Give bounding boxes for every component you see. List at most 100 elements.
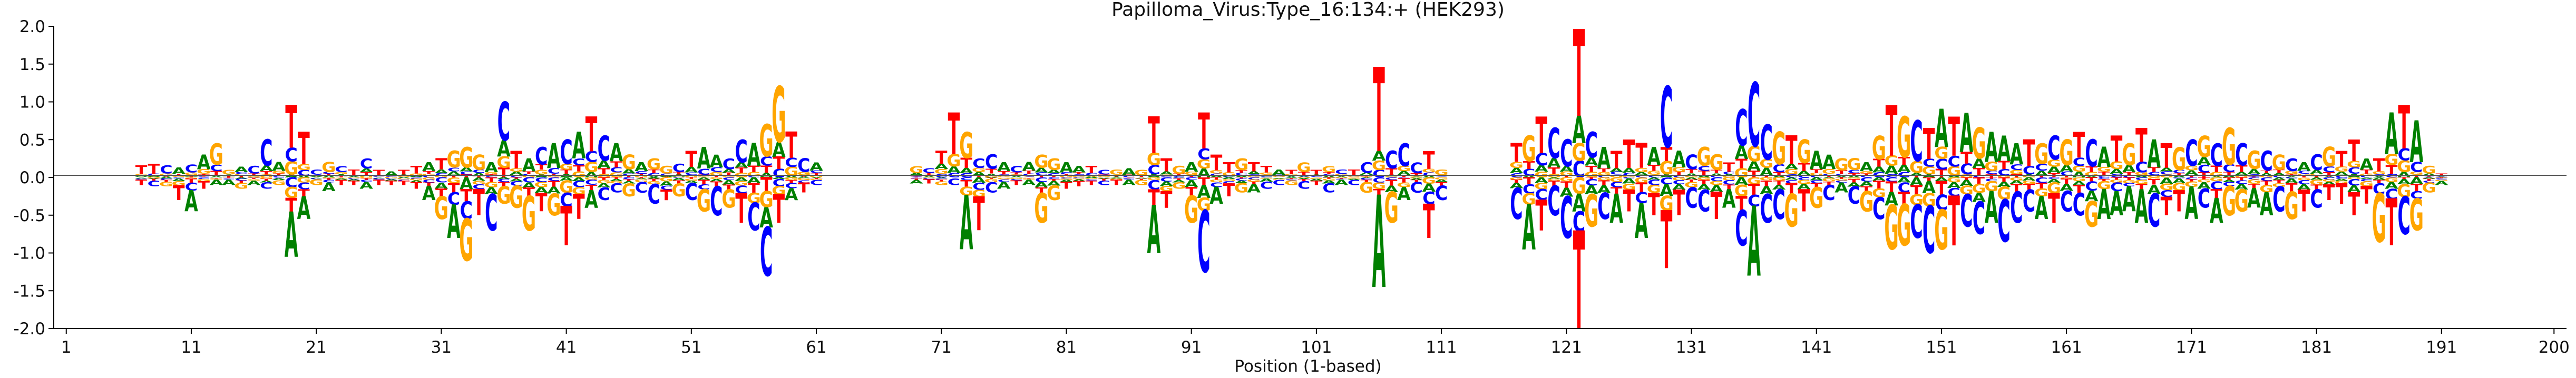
logo-letter-G: G bbox=[234, 181, 248, 191]
logo-letter-G: G bbox=[446, 176, 461, 185]
logo-letter-G: G bbox=[409, 173, 423, 176]
logo-letter-T: T bbox=[160, 175, 172, 177]
logo-letter-T: T bbox=[773, 187, 785, 232]
logo-letter-G: G bbox=[1597, 171, 1611, 177]
logo-letter-T: T bbox=[2411, 174, 2423, 178]
logo-letter-T: T bbox=[2298, 175, 2311, 178]
logo-letter-C: C bbox=[1273, 178, 1285, 186]
logo-letter-C: C bbox=[1060, 177, 1072, 178]
logo-letter-C: C bbox=[1785, 179, 1798, 185]
logo-letter-T: T bbox=[1735, 193, 1748, 215]
logo-letter-A: A bbox=[2072, 180, 2086, 187]
logo-letter-C: C bbox=[1610, 171, 1623, 176]
logo-letter-C: C bbox=[1010, 165, 1022, 175]
logo-letter-G: G bbox=[2109, 179, 2123, 184]
logo-letter-C: C bbox=[323, 179, 335, 183]
logo-letter-C: C bbox=[785, 182, 797, 190]
logo-letter-T: T bbox=[1960, 177, 1973, 181]
logo-letter-G: G bbox=[2272, 182, 2286, 188]
logo-letter-C: C bbox=[1360, 160, 1373, 176]
logo-letter-T: T bbox=[2011, 174, 2023, 178]
logo-letter-A: A bbox=[635, 178, 649, 180]
logo-letter-G: G bbox=[922, 177, 936, 178]
logo-letter-G: G bbox=[1984, 159, 1998, 174]
logo-letter-A: A bbox=[2035, 190, 2048, 226]
chart-title: Papilloma_Virus:Type_16:134:+ (HEK293) bbox=[1111, 0, 1505, 21]
logo-letter-C: C bbox=[2323, 177, 2335, 180]
logo-letter-T: T bbox=[1886, 92, 1898, 173]
logo-letter-T: T bbox=[335, 178, 348, 186]
logo-letter-T: T bbox=[1023, 170, 1035, 175]
logo-letter-A: A bbox=[1810, 146, 1823, 175]
logo-letter-T: T bbox=[1135, 178, 1147, 181]
logo-letter-A: A bbox=[1810, 177, 1823, 182]
logo-letter-G: G bbox=[334, 177, 348, 178]
logo-letter-A: A bbox=[572, 125, 586, 167]
logo-letter-T: T bbox=[1661, 194, 1673, 287]
logo-letter-T: T bbox=[598, 167, 610, 176]
logo-letter-A: A bbox=[2172, 175, 2187, 178]
logo-letter-A: A bbox=[697, 141, 711, 176]
logo-letter-A: A bbox=[1172, 180, 1186, 183]
logo-letter-A: A bbox=[1547, 156, 1561, 171]
logo-letter-G: G bbox=[197, 168, 211, 175]
logo-letter-T: T bbox=[1261, 165, 1273, 175]
logo-letter-G: G bbox=[2184, 180, 2199, 188]
logo-letter-C: C bbox=[347, 178, 360, 180]
logo-letter-T: T bbox=[1611, 146, 1623, 174]
logo-letter-G: G bbox=[2097, 166, 2111, 174]
logo-letter-G: G bbox=[2060, 133, 2074, 174]
logo-letter-G: G bbox=[1772, 176, 1786, 182]
logo-letter-T: T bbox=[2035, 182, 2047, 191]
logo-letter-A: A bbox=[259, 164, 273, 173]
logo-letter-G: G bbox=[934, 167, 949, 175]
logo-letter-T: T bbox=[1860, 185, 1872, 193]
logo-letter-G: G bbox=[2159, 174, 2173, 178]
logo-letter-A: A bbox=[1122, 167, 1136, 177]
logo-letter-C: C bbox=[735, 183, 748, 196]
logo-letter-G: G bbox=[534, 181, 549, 189]
logo-letter-C: C bbox=[2410, 190, 2423, 201]
logo-letter-G: G bbox=[2247, 146, 2261, 175]
logo-letter-G: G bbox=[559, 177, 573, 197]
logo-letter-G: G bbox=[2060, 177, 2074, 179]
logo-letter-C: C bbox=[485, 176, 497, 178]
logo-letter-A: A bbox=[2435, 180, 2448, 186]
logo-letter-T: T bbox=[1173, 178, 1185, 181]
logo-letter-T: T bbox=[735, 166, 748, 174]
logo-letter-C: C bbox=[185, 163, 198, 175]
logo-letter-C: C bbox=[135, 178, 148, 180]
logo-letter-G: G bbox=[559, 163, 573, 172]
logo-letter-G: G bbox=[647, 181, 661, 185]
logo-letter-T: T bbox=[1810, 168, 1822, 174]
logo-letter-G: G bbox=[1709, 151, 1723, 175]
logo-letter-G: G bbox=[1022, 176, 1036, 177]
logo-letter-G: G bbox=[1159, 185, 1174, 193]
logo-letter-G: G bbox=[1572, 139, 1586, 167]
logo-letter-T: T bbox=[1611, 186, 1623, 196]
logo-letter-C: C bbox=[810, 170, 823, 174]
logo-letter-A: A bbox=[1860, 180, 1874, 187]
logo-letter-C: C bbox=[2160, 171, 2173, 176]
logo-letter-C: C bbox=[1685, 182, 1697, 215]
logo-letter-A: A bbox=[2210, 192, 2223, 232]
logo-letter-G: G bbox=[959, 185, 973, 198]
logo-letter-C: C bbox=[1772, 182, 1785, 230]
x-tick-label: 81 bbox=[1056, 338, 1077, 357]
logo-letter-C: C bbox=[210, 163, 222, 173]
logo-letter-A: A bbox=[1410, 176, 1424, 177]
logo-letter-C: C bbox=[1422, 188, 1435, 208]
logo-letter-G: G bbox=[284, 184, 298, 202]
logo-letter-A: A bbox=[322, 175, 336, 178]
logo-letter-T: T bbox=[1385, 178, 1398, 188]
logo-letter-T: T bbox=[1048, 175, 1060, 178]
logo-letter-C: C bbox=[548, 176, 560, 182]
logo-letter-C: C bbox=[572, 180, 585, 190]
logo-letter-A: A bbox=[297, 191, 311, 227]
logo-letter-C: C bbox=[1947, 153, 1960, 170]
logo-letter-T: T bbox=[685, 146, 697, 172]
logo-letter-G: G bbox=[609, 180, 623, 184]
logo-letter-T: T bbox=[160, 180, 173, 183]
logo-letter-A: A bbox=[347, 179, 361, 181]
logo-letter-A: A bbox=[597, 182, 611, 189]
